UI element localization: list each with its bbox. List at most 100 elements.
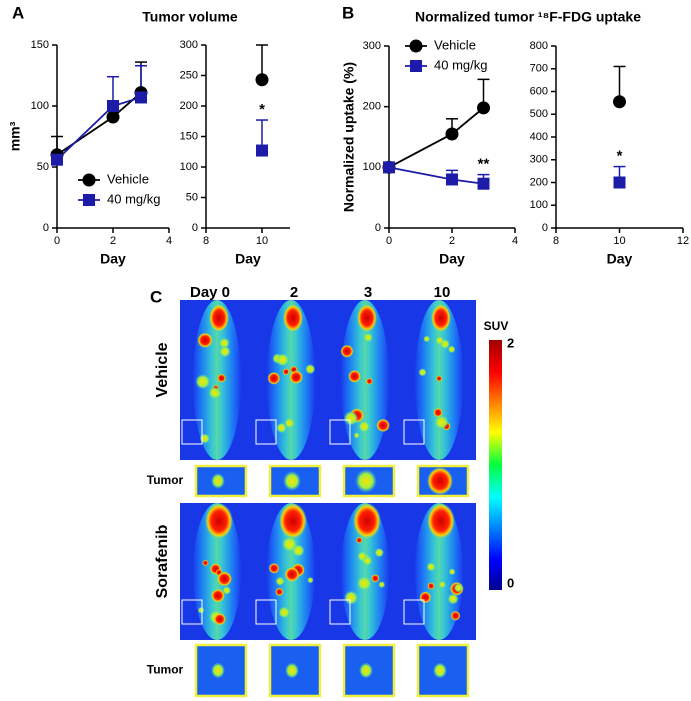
column-label: Day 0	[190, 284, 230, 301]
pet-spot	[427, 582, 435, 590]
colorbar-max: 2	[507, 335, 514, 350]
pet-spot	[426, 562, 436, 572]
x-tick-label: 4	[512, 235, 518, 247]
pet-spot	[419, 591, 432, 604]
pet-spot	[275, 353, 290, 367]
y-tick-label: 300	[180, 39, 198, 51]
pet-spot	[447, 593, 459, 605]
y-tick-label: 400	[530, 131, 548, 143]
legend-marker	[409, 39, 423, 53]
y-tick-label: 150	[31, 39, 49, 51]
chart-title: Normalized tumor ¹⁸F-FDG uptake	[415, 9, 641, 25]
y-axis-label: Normalized uptake (%)	[341, 62, 357, 212]
series-line	[388, 166, 484, 185]
x-axis-label: Day	[439, 251, 465, 267]
pet-spot	[208, 386, 222, 400]
y-tick-label: 100	[180, 161, 198, 173]
x-axis-label: Day	[607, 251, 633, 267]
y-tick-label: 500	[530, 108, 548, 120]
significance-mark: **	[478, 156, 490, 173]
column-label: 3	[364, 284, 372, 301]
roi-box	[329, 599, 351, 625]
series-line	[388, 107, 485, 169]
column-label: 10	[434, 284, 451, 301]
data-point	[445, 127, 459, 141]
pet-hotspot	[357, 304, 377, 332]
tumor-spot	[427, 467, 453, 495]
y-tick-label: 50	[37, 161, 49, 173]
y-tick-label: 250	[180, 69, 198, 81]
y-tick-label: 200	[180, 100, 198, 112]
pet-hotspot	[209, 304, 229, 332]
y-tick-label: 0	[192, 222, 198, 234]
pet-spot	[284, 417, 295, 429]
y-tick-label: 100	[363, 161, 381, 173]
pet-spot	[450, 610, 461, 621]
pet-body	[341, 503, 389, 640]
pet-spot	[268, 562, 280, 574]
roi-box	[329, 419, 351, 445]
y-tick-label: 600	[530, 85, 548, 97]
panel-label: A	[12, 3, 24, 22]
tumor-spot	[359, 662, 373, 679]
pet-spot	[222, 586, 232, 595]
pet-spot	[278, 606, 291, 619]
pet-spot	[433, 407, 443, 418]
data-point	[107, 100, 119, 112]
tumor-spot	[211, 662, 225, 679]
tumor-spot	[283, 471, 301, 491]
y-tick-label: 150	[180, 130, 198, 142]
pet-spot	[418, 368, 427, 377]
pet-spot	[343, 590, 359, 605]
pet-spot	[374, 547, 384, 558]
pet-spot	[289, 370, 303, 384]
series-line	[56, 96, 142, 161]
tumor-spot	[355, 469, 377, 493]
y-tick-label: 700	[530, 63, 548, 75]
pet-hotspot	[427, 503, 455, 539]
pet-spot	[305, 363, 316, 375]
tumor-inset	[342, 643, 396, 698]
x-tick-label: 2	[449, 235, 455, 247]
pet-hotspot	[353, 503, 381, 539]
x-tick-label: 8	[553, 235, 559, 247]
pet-spot	[439, 339, 450, 350]
x-tick-label: 2	[110, 235, 116, 247]
data-point	[135, 91, 147, 104]
pet-spot	[275, 576, 285, 586]
tumor-spot	[211, 473, 225, 489]
tumor-spot	[285, 662, 299, 679]
y-tick-label: 100	[31, 100, 49, 112]
pet-spot	[358, 420, 371, 433]
pet-body	[415, 503, 463, 640]
y-tick-label: 100	[530, 199, 548, 211]
x-tick-label: 10	[613, 235, 625, 247]
colorbar-min: 0	[507, 575, 514, 590]
significance-mark: *	[259, 101, 265, 118]
pet-spot	[348, 369, 362, 383]
pet-spot	[267, 371, 281, 385]
inset-label: Tumor	[147, 663, 184, 677]
x-tick-label: 10	[256, 235, 268, 247]
data-point	[383, 161, 395, 174]
pet-spot	[197, 606, 205, 614]
data-point	[51, 153, 63, 166]
legend-label: Vehicle	[434, 37, 476, 52]
y-tick-label: 200	[530, 176, 548, 188]
legend-marker	[83, 194, 95, 206]
pet-spot	[195, 373, 211, 390]
data-point	[613, 95, 626, 109]
x-tick-label: 4	[166, 235, 172, 247]
y-tick-label: 200	[363, 101, 381, 113]
data-point	[477, 101, 490, 115]
x-axis-label: Day	[235, 251, 261, 267]
x-tick-label: 0	[54, 235, 60, 247]
pet-spot	[378, 581, 386, 589]
pet-spot	[436, 375, 443, 382]
pet-hotspot	[283, 304, 303, 332]
y-tick-label: 0	[542, 222, 548, 234]
roi-box	[255, 419, 277, 445]
pet-spot	[376, 418, 390, 433]
tumor-inset	[268, 464, 322, 498]
